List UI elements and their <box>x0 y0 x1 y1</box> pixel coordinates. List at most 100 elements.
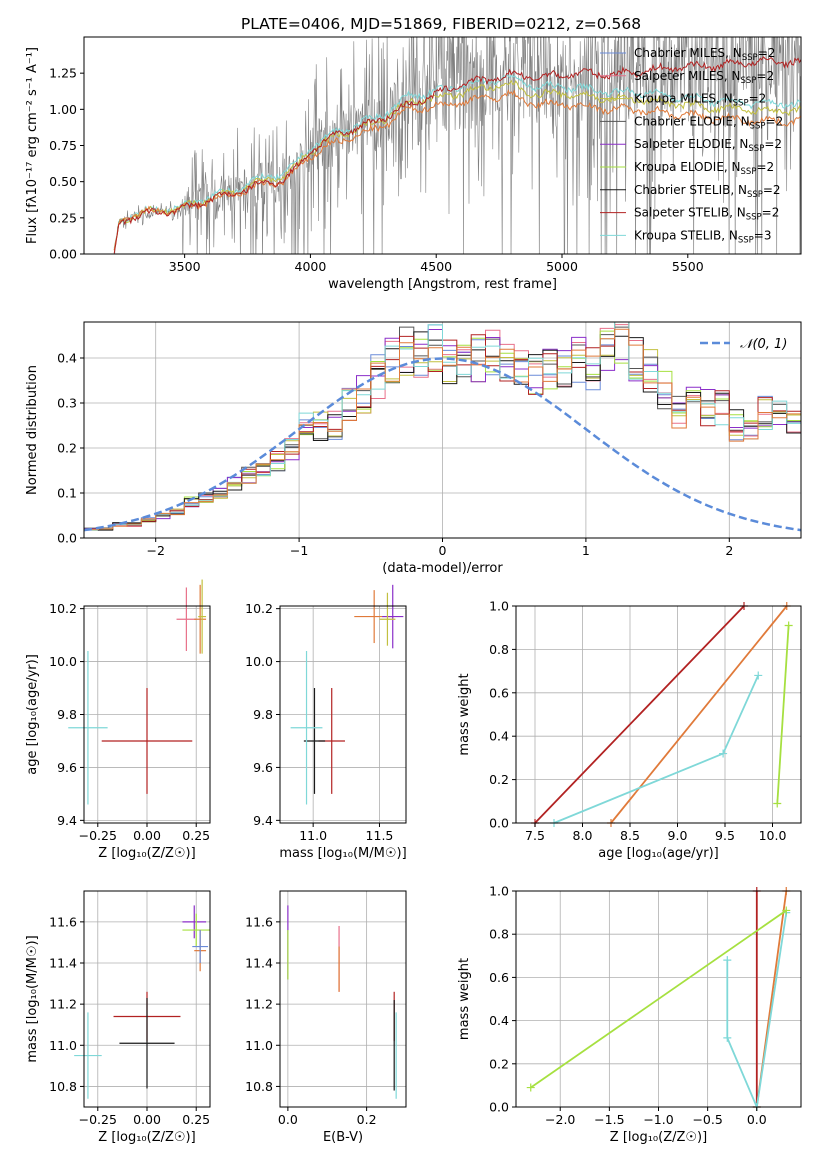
legend-entry: Salpeter STELIB, NSSP=2 <box>634 206 779 223</box>
x-axis-label: E(B-V) <box>323 1130 363 1145</box>
y-tick-label: 9.8 <box>253 707 273 722</box>
x-axis-label: (data-model)/error <box>382 561 503 576</box>
y-tick-label: 1.0 <box>489 599 509 614</box>
y-tick-label: 10.8 <box>49 1079 77 1094</box>
y-tick-label: 0.00 <box>49 247 77 262</box>
y-tick-label: 1.00 <box>49 102 77 117</box>
panel-mass_vs_Z: −0.25 0.00 0.25 10.8 11.0 11.2 11.4 11.6 Z [log₁… <box>25 890 211 1145</box>
y-tick-label: 0.8 <box>489 927 509 942</box>
y-tick-label: 0.2 <box>489 772 509 787</box>
y-tick-label: 10.0 <box>245 654 273 669</box>
y-tick-label: 0.6 <box>489 685 509 700</box>
histogram-group <box>84 322 801 532</box>
legend-entry: Kroupa STELIB, NSSP=3 <box>634 228 772 245</box>
panel-age_vs_mass: 11.0 11.5 9.4 9.6 9.8 10.0 10.2 mass [log₁₀(M/M… <box>245 584 407 861</box>
y-tick-label: 0.4 <box>489 1013 509 1028</box>
weight-marker <box>723 1033 732 1042</box>
y-tick-label: 11.6 <box>49 914 77 929</box>
model-spectrum-line <box>113 56 801 254</box>
legend-entry: Chabrier ELODIE, NSSP=2 <box>634 114 783 131</box>
x-tick-label: −1 <box>290 543 308 558</box>
histogram-step <box>84 326 801 529</box>
x-axis-label: Z [log₁₀(Z/Z☉)] <box>98 1130 195 1145</box>
y-tick-label: 9.6 <box>57 760 77 775</box>
x-axis-label: mass [log₁₀(M/M☉)] <box>279 846 406 861</box>
y-tick-label: 9.6 <box>253 760 273 775</box>
y-tick-label: 10.8 <box>245 1079 273 1094</box>
y-tick-label: 0.8 <box>489 642 509 657</box>
legend-entry: 𝒩(0, 1) <box>740 337 787 352</box>
x-tick-label: 0.25 <box>182 1112 210 1127</box>
legend-entry: Kroupa MILES, NSSP=2 <box>634 92 766 109</box>
axes-frame <box>515 605 802 824</box>
y-tick-label: 0.4 <box>489 729 509 744</box>
y-axis-label: age [log₁₀(age/yr)] <box>25 654 40 775</box>
panel-residuals: −2 −1 0 1 2 0.0 0.1 0.2 0.3 0.4 (data-model)/error… <box>25 321 802 576</box>
y-axis-label: mass [log₁₀(M/M☉)] <box>25 935 40 1062</box>
panel-mass_vs_ebv: 0.0 0.2 10.8 11.0 11.2 11.4 11.6 E(B-V) <box>245 890 407 1145</box>
y-tick-label: 0.3 <box>57 396 77 411</box>
y-tick-label: 9.8 <box>57 707 77 722</box>
normal-curve <box>84 357 801 532</box>
x-tick-label: 2 <box>725 543 733 558</box>
y-tick-label: 0.50 <box>49 174 77 189</box>
y-tick-label: 9.4 <box>253 813 273 828</box>
y-axis-label: mass weight <box>457 958 472 1040</box>
y-axis-label: Flux [fλ10⁻¹⁷ erg cm⁻² s⁻¹ A⁻¹] <box>25 47 40 244</box>
x-tick-label: 0.0 <box>747 1112 767 1127</box>
weight-line <box>534 605 745 824</box>
y-tick-label: 0.1 <box>57 486 77 501</box>
y-tick-label: 10.2 <box>245 601 273 616</box>
weight-line <box>776 625 790 804</box>
weight-marker <box>782 906 791 915</box>
data-spectrum-line <box>114 37 801 254</box>
y-tick-label: 0.0 <box>489 816 509 831</box>
weight-marker <box>784 621 793 630</box>
x-tick-label: −0.25 <box>79 828 117 843</box>
y-tick-label: 1.25 <box>49 66 77 81</box>
x-axis-label: age [log₁₀(age/yr)] <box>598 846 719 861</box>
panel-age_vs_Z: −0.25 0.00 0.25 9.4 9.6 9.8 10.0 10.2 Z [log₁₀(Z… <box>25 579 211 861</box>
y-axis-label: mass weight <box>457 673 472 755</box>
histogram-step <box>84 328 801 530</box>
y-tick-label: 0.75 <box>49 138 77 153</box>
x-tick-label: 9.0 <box>668 828 688 843</box>
y-tick-label: 0.2 <box>57 441 77 456</box>
x-tick-label: 1 <box>582 543 590 558</box>
weight-marker <box>723 956 732 965</box>
legend-entry: Chabrier MILES, NSSP=2 <box>634 46 775 63</box>
y-tick-label: 11.2 <box>49 997 77 1012</box>
y-tick-label: 0.0 <box>57 531 77 546</box>
y-axis-label: Normed distribution <box>25 365 40 495</box>
x-axis-label: Z [log₁₀(Z/Z☉)] <box>610 1130 707 1145</box>
y-tick-label: 0.4 <box>57 351 77 366</box>
y-tick-label: 0.2 <box>489 1056 509 1071</box>
weight-marker <box>754 671 763 680</box>
model-spectrum-line <box>113 74 801 249</box>
x-tick-label: 11.5 <box>366 828 394 843</box>
x-tick-label: 5000 <box>546 259 578 274</box>
model-spectrum-line <box>113 79 801 251</box>
figure-title: PLATE=0406, MJD=51869, FIBERID=0212, z=0… <box>241 15 641 33</box>
y-tick-label: 0.6 <box>489 970 509 985</box>
x-tick-label: 0.00 <box>133 1112 161 1127</box>
histogram-step <box>84 322 801 531</box>
weight-line <box>610 605 788 824</box>
x-tick-label: 8.0 <box>573 828 593 843</box>
x-tick-label: 0.2 <box>357 1112 377 1127</box>
x-axis-label: Z [log₁₀(Z/Z☉)] <box>98 846 195 861</box>
x-tick-label: 0.00 <box>133 828 161 843</box>
x-tick-label: −1.5 <box>594 1112 624 1127</box>
y-tick-label: 0.25 <box>49 210 77 225</box>
x-tick-label: 3500 <box>169 259 201 274</box>
x-tick-label: 5500 <box>672 259 704 274</box>
weight-marker <box>526 1083 535 1092</box>
x-tick-label: 0.0 <box>278 1112 298 1127</box>
x-tick-label: 7.5 <box>525 828 545 843</box>
weight-line <box>530 909 787 1089</box>
x-tick-label: 10.0 <box>759 828 787 843</box>
x-tick-label: −1.0 <box>643 1112 673 1127</box>
y-tick-label: 10.0 <box>49 654 77 669</box>
x-tick-label: 9.5 <box>715 828 735 843</box>
y-tick-label: 1.0 <box>489 884 509 899</box>
